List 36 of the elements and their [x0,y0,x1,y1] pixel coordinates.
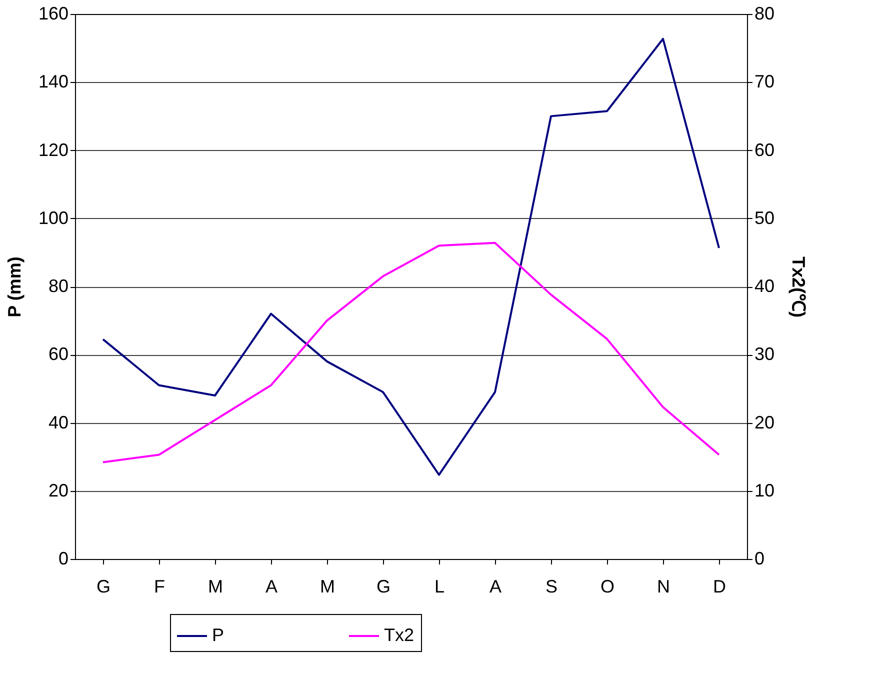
y2-tick-label: 50 [754,208,775,228]
x-tick-label: N [657,576,670,596]
x-tick-label: A [265,576,278,596]
y2-tick-label: 20 [754,412,775,432]
x-tick-label: A [489,576,502,596]
y2-tick-label: 10 [754,480,775,500]
x-tick-label: S [545,576,558,596]
y2-tick-label: 40 [754,276,775,296]
y2-tick-label: 30 [754,344,775,364]
line-series [102,242,720,464]
x-tick-label: G [376,576,391,596]
legend-label: P [212,625,224,645]
y2-axis-title: Tx2(℃) [788,256,809,318]
x-tick-label: L [434,576,445,596]
y-tick-label: 0 [58,548,68,568]
y-tick-label: 20 [48,480,68,500]
y-tick-label: 140 [38,72,68,92]
y-tick-label: 100 [38,208,68,228]
y2-tick-label: 70 [754,72,775,92]
line-series [102,38,720,476]
y-axis-title: P (mm) [4,256,24,318]
y2-tick-label: 80 [754,4,775,24]
x-tick-label: D [713,576,726,596]
y-tick-label: 80 [48,276,68,296]
x-tick-label: F [154,576,165,596]
y-tick-label: 60 [48,344,68,364]
x-tick-label: O [600,576,615,596]
legend-label: Tx2 [384,625,414,645]
x-tick-label: M [320,576,335,596]
y2-tick-label: 60 [754,140,775,160]
x-tick-label: M [208,576,223,596]
y2-tick-label: 0 [754,548,765,568]
y-tick-label: 120 [38,140,68,160]
x-tick-label: G [96,576,111,596]
y-tick-label: 40 [48,412,68,432]
y-tick-label: 160 [38,4,68,24]
